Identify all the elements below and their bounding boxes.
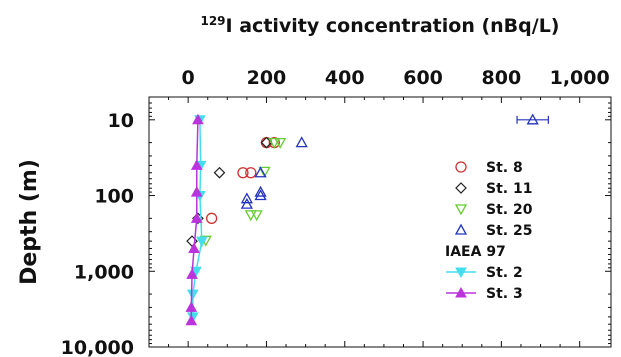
data-point	[185, 301, 198, 312]
legend-entry: St. 20	[454, 202, 533, 218]
legend-entry: St. 25	[454, 223, 532, 239]
data-point	[190, 186, 203, 197]
data-point	[196, 236, 208, 248]
data-point	[526, 113, 539, 125]
legend-entry: St. 2	[446, 265, 523, 281]
chart-title-main: I activity concentration (nBq/L)	[226, 15, 560, 37]
legend-marker	[455, 161, 467, 173]
legend-entry: St. 11	[455, 181, 532, 197]
data-point	[185, 314, 198, 326]
chart-title: 129I activity concentration (nBq/L)	[200, 14, 559, 37]
legend-entry: St. 8	[455, 160, 523, 176]
y-tick-label: 1,000	[74, 261, 134, 283]
data-point	[186, 268, 198, 279]
data-point	[254, 166, 267, 178]
x-tick-label: 0	[182, 67, 195, 89]
x-tick-label: 600	[403, 67, 443, 89]
legend-label: St. 8	[486, 160, 523, 176]
data-point	[190, 159, 203, 170]
data-point	[237, 167, 249, 179]
data-point	[254, 185, 267, 197]
legend-marker	[455, 267, 467, 279]
x-tick-label: 1,000	[550, 67, 610, 89]
x-axis-ticks: 0 200 400 600 800 1,000	[168, 67, 610, 347]
legend-label: St. 25	[486, 223, 532, 239]
legend-label: St. 11	[486, 181, 532, 197]
legend: St. 8 St. 11 St. 20 St. 25 IAEA 97 St. 2 St. 3	[445, 160, 533, 302]
data-point	[258, 166, 271, 178]
data-point	[245, 167, 257, 179]
data-point	[244, 210, 257, 222]
legend-marker	[454, 204, 468, 216]
y-axis-label: Depth (m)	[17, 159, 42, 285]
y-tick-label: 10	[108, 110, 134, 132]
y-axis-ticks: 10 100 1,000 10,000	[61, 102, 611, 357]
data-point	[192, 113, 204, 125]
legend-group-label: IAEA 97	[445, 244, 506, 260]
data-point	[240, 192, 253, 204]
data-point	[268, 137, 281, 149]
series-st-25	[240, 113, 549, 209]
data-point	[295, 136, 308, 148]
data-point	[274, 137, 287, 149]
data-point	[188, 242, 200, 253]
legend-entry: St. 3	[446, 286, 523, 302]
data-point	[260, 136, 273, 149]
data-point	[205, 212, 218, 224]
legend-label: St. 20	[486, 202, 533, 218]
series-st-3	[185, 113, 204, 326]
plot-frame	[148, 96, 612, 348]
series-layer	[185, 113, 549, 326]
data-point	[213, 166, 226, 179]
legend-label: St. 2	[486, 265, 523, 281]
data-point	[190, 212, 203, 223]
data-point	[250, 210, 263, 222]
y-tick-label: 100	[94, 186, 134, 208]
data-point	[254, 189, 267, 201]
series-st-20	[199, 137, 287, 247]
x-tick-label: 200	[247, 67, 287, 89]
x-tick-label: 800	[482, 67, 522, 89]
x-tick-label: 400	[325, 67, 365, 89]
data-point	[187, 289, 199, 301]
legend-label: St. 3	[486, 286, 523, 302]
legend-marker	[454, 223, 468, 235]
legend-marker	[455, 286, 467, 298]
chart-title-superscript: 129	[200, 14, 225, 28]
data-point	[240, 197, 253, 209]
series-st-8	[205, 136, 280, 224]
legend-marker	[455, 182, 467, 194]
y-tick-label: 10,000	[61, 337, 134, 357]
